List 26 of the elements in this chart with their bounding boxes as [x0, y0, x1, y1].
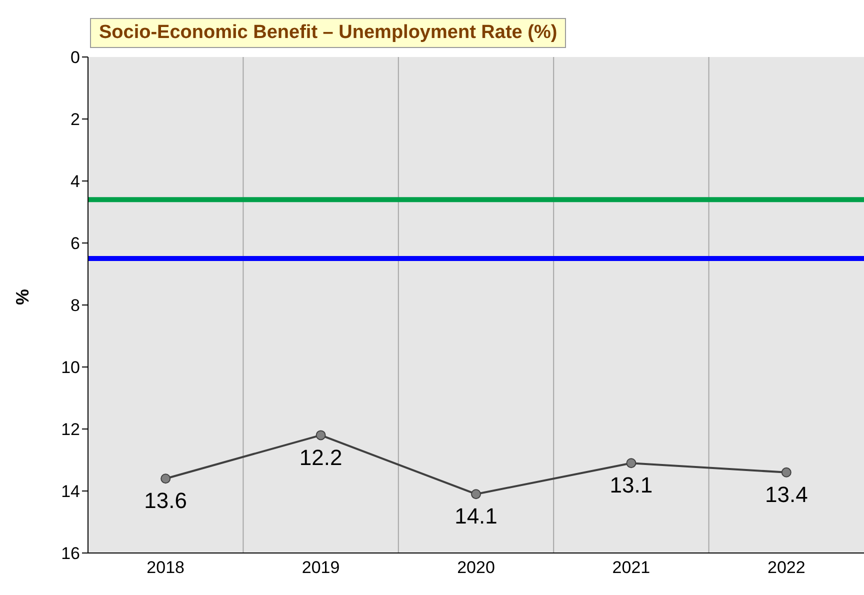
point [781, 467, 792, 478]
x-tick-label: 2020 [457, 558, 495, 578]
data-label: 13.4 [764, 482, 808, 508]
point [471, 489, 481, 500]
data-label: 13.6 [144, 488, 188, 514]
y-tick-label: 16 [61, 544, 80, 564]
x-tick-label: 2022 [767, 558, 806, 578]
y-tick-label: 0 [70, 48, 80, 68]
x-tick-label: 2021 [612, 558, 650, 578]
data-label: 13.1 [610, 472, 653, 498]
y-tick-label: 4 [70, 172, 80, 192]
chart-title: Socio-Economic Benefit – Unemployment Rate (%) [90, 18, 566, 48]
y-tick-label: 14 [61, 482, 80, 502]
point [626, 458, 636, 468]
y-tick-label: 10 [61, 358, 80, 378]
x-tick-label: 2018 [146, 558, 185, 578]
point [316, 430, 326, 440]
data-label: 14.1 [454, 504, 498, 529]
x-tick-label: 2019 [302, 558, 340, 578]
y-tick-label: 12 [61, 420, 80, 440]
data-label: 12.2 [299, 444, 342, 470]
y-axis-title: % [12, 288, 32, 305]
y-tick-label: 6 [70, 234, 80, 254]
point [160, 474, 171, 484]
y-tick-label: 2 [70, 110, 80, 130]
y-tick-label: 8 [70, 296, 80, 316]
